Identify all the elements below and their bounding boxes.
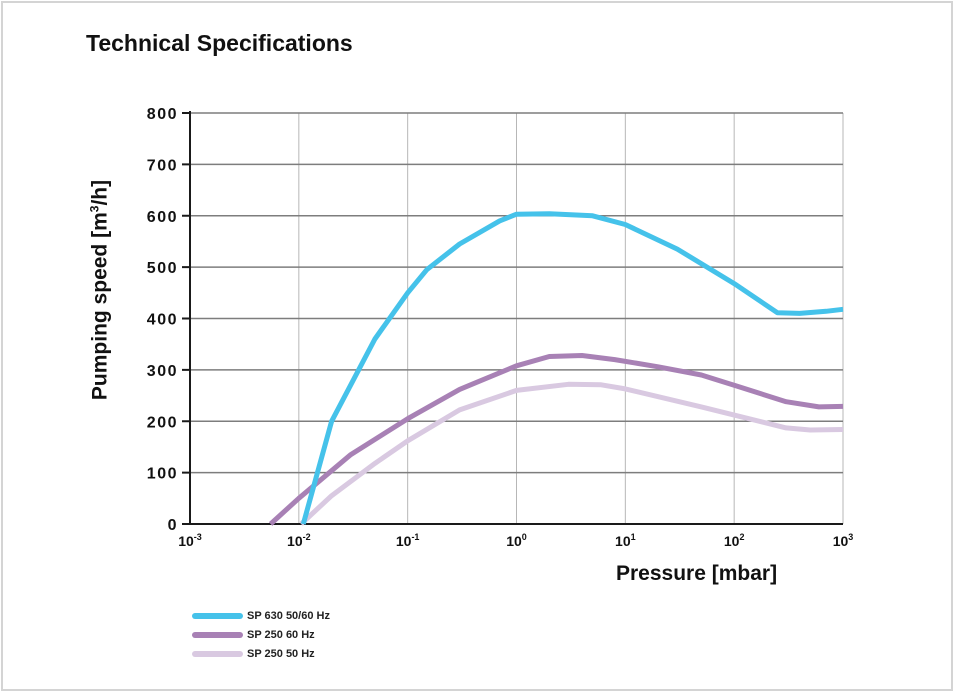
x-tick-label: 101 (615, 532, 636, 549)
x-tick-label: 102 (724, 532, 745, 549)
x-axis-title: Pressure [mbar] (616, 562, 778, 585)
page-title: Technical Specifications (86, 30, 353, 56)
legend-swatch-sp630 (192, 612, 243, 619)
x-tick-label: 10-1 (396, 532, 420, 549)
y-tick-label: 700 (147, 157, 178, 174)
legend-item-sp630: SP 630 50/60 Hz (192, 606, 330, 625)
y-axis-title-tail: /h] (88, 179, 112, 206)
legend-swatch-sp250-50 (192, 650, 243, 657)
legend-label-sp250-60: SP 250 60 Hz (247, 628, 315, 641)
legend-swatch-sp250-60 (192, 631, 243, 638)
y-tick-label: 100 (147, 466, 178, 483)
legend: SP 630 50/60 Hz SP 250 60 Hz SP 250 50 H… (192, 606, 330, 663)
x-tick-label: 10-2 (287, 532, 311, 549)
x-tick-label: 10-3 (178, 532, 202, 549)
y-tick-label: 500 (147, 260, 178, 277)
y-tick-label: 0 (168, 517, 178, 534)
series-line-1 (268, 353, 844, 526)
legend-item-sp250-60: SP 250 60 Hz (192, 625, 330, 644)
series-line-0 (300, 211, 844, 525)
y-axis-title-sup: 3 (87, 205, 102, 213)
series-line-2 (299, 381, 844, 526)
y-axis-title-main: Pumping speed [m (88, 212, 112, 401)
legend-item-sp250-50: SP 250 50 Hz (192, 644, 330, 663)
legend-label-sp630: SP 630 50/60 Hz (247, 609, 330, 622)
y-tick-label: 800 (147, 106, 178, 123)
y-tick-label: 400 (147, 312, 178, 329)
legend-label-sp250-50: SP 250 50 Hz (247, 647, 315, 660)
y-axis-title: Pumping speed [m3/h] (88, 180, 113, 400)
y-tick-label: 300 (147, 363, 178, 380)
y-tick-label: 600 (147, 209, 178, 226)
y-tick-label: 200 (147, 414, 178, 431)
x-tick-label: 103 (833, 532, 854, 549)
x-tick-label: 100 (506, 532, 527, 549)
